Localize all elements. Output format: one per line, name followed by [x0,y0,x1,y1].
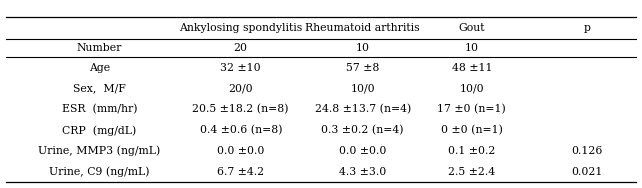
Text: 10/0: 10/0 [460,84,484,94]
Text: ESR  (mm/hr): ESR (mm/hr) [62,104,137,115]
Text: Age: Age [89,63,110,73]
Text: Rheumatoid arthritis: Rheumatoid arthritis [306,23,420,33]
Text: Sex,  M/F: Sex, M/F [73,84,126,94]
Text: 0.4 ±0.6 (n=8): 0.4 ±0.6 (n=8) [200,125,282,135]
Text: CRP  (mg/dL): CRP (mg/dL) [62,125,137,136]
Text: Ankylosing spondylitis: Ankylosing spondylitis [179,23,302,33]
Text: Urine, MMP3 (ng/mL): Urine, MMP3 (ng/mL) [39,146,160,156]
Text: 17 ±0 (n=1): 17 ±0 (n=1) [437,104,507,115]
Text: 0.021: 0.021 [572,167,603,177]
Text: Gout: Gout [458,23,485,33]
Text: 0.1 ±0.2: 0.1 ±0.2 [448,146,496,156]
Text: Urine, C9 (ng/mL): Urine, C9 (ng/mL) [49,167,150,177]
Text: 10: 10 [356,43,370,53]
Text: 0 ±0 (n=1): 0 ±0 (n=1) [441,125,503,135]
Text: 10: 10 [465,43,479,53]
Text: 0.0 ±0.0: 0.0 ±0.0 [339,146,386,156]
Text: 0.3 ±0.2 (n=4): 0.3 ±0.2 (n=4) [322,125,404,135]
Text: 2.5 ±2.4: 2.5 ±2.4 [448,167,496,177]
Text: 20.5 ±18.2 (n=8): 20.5 ±18.2 (n=8) [193,104,289,115]
Text: 0.126: 0.126 [572,146,603,156]
Text: 32 ±10: 32 ±10 [220,63,261,73]
Text: 24.8 ±13.7 (n=4): 24.8 ±13.7 (n=4) [315,104,411,115]
Text: 48 ±11: 48 ±11 [451,63,492,73]
Text: p: p [584,23,591,33]
Text: 10/0: 10/0 [351,84,375,94]
Text: 6.7 ±4.2: 6.7 ±4.2 [217,167,265,177]
Text: 20: 20 [234,43,248,53]
Text: Number: Number [77,43,122,53]
Text: 20/0: 20/0 [229,84,253,94]
Text: 0.0 ±0.0: 0.0 ±0.0 [217,146,265,156]
Text: 57 ±8: 57 ±8 [346,63,379,73]
Text: 4.3 ±3.0: 4.3 ±3.0 [339,167,386,177]
